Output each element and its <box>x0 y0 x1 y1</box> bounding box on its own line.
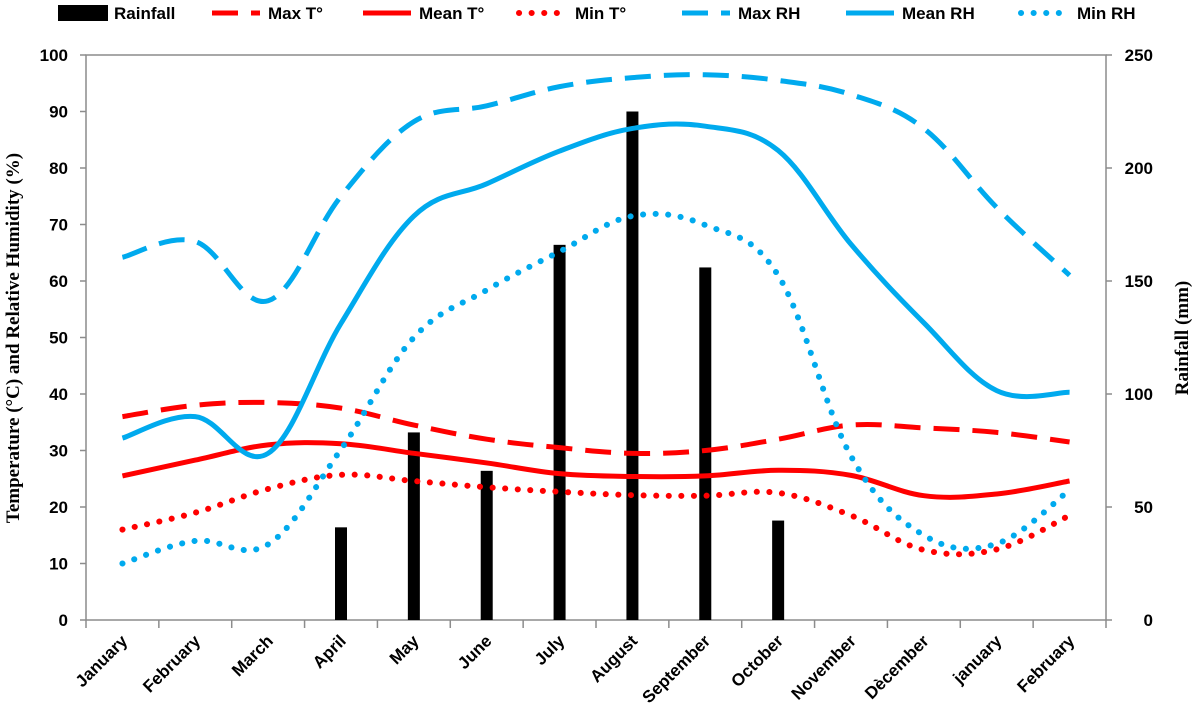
series-line-min-rh <box>119 210 1073 567</box>
x-tick-label: january <box>949 631 1006 688</box>
x-tick-label: January <box>72 631 132 691</box>
y-tick-label-left: 40 <box>49 385 68 404</box>
x-tick-label: November <box>788 631 860 703</box>
legend-label: Max T° <box>268 4 323 23</box>
y-tick-label-left: 90 <box>49 103 68 122</box>
rainfall-bar <box>480 470 493 620</box>
rainfall-bar <box>553 244 566 620</box>
y-tick-label-left: 10 <box>49 555 68 574</box>
legend: Rainfall Max T° Mean T° Min T° Max RH Mean RH… <box>58 4 1136 23</box>
legend-label: Mean RH <box>902 4 975 23</box>
rainfall-bar <box>407 432 420 620</box>
x-tick-label: February <box>1014 631 1079 696</box>
legend-label: Max RH <box>738 4 800 23</box>
x-tick-label: February <box>139 631 204 696</box>
series-line-max-t <box>122 399 1070 456</box>
y-axis-title-left: Temperature (°C) and Relative Humidity (… <box>3 153 24 523</box>
x-tick-label: October <box>727 631 787 691</box>
x-tick-label: Dècember <box>861 631 933 703</box>
legend-swatch-rainfall <box>58 5 108 21</box>
y-tick-label-left: 80 <box>49 159 68 178</box>
rainfall-bar <box>335 527 347 620</box>
y-tick-label-right: 150 <box>1125 272 1153 291</box>
y-tick-label-right: 100 <box>1125 385 1153 404</box>
y-tick-label-left: 50 <box>49 329 68 348</box>
rainfall-bars <box>335 111 785 620</box>
y-axis-right: 0 50 100 150 200 250 <box>1106 46 1153 630</box>
x-tick-label: July <box>531 631 569 669</box>
x-tick-label: June <box>454 631 495 672</box>
rainfall-bar <box>626 111 639 620</box>
y-tick-label-left: 70 <box>49 216 68 235</box>
x-tick-label: April <box>309 631 350 672</box>
y-axis-left: 0 10 20 30 40 50 60 70 80 90 100 <box>40 46 86 630</box>
x-tick-label: March <box>228 631 277 680</box>
y-tick-label-right: 50 <box>1134 498 1153 517</box>
x-tick-label: August <box>586 631 641 686</box>
rainfall-bar <box>772 520 785 620</box>
legend-label: Mean T° <box>419 4 485 23</box>
x-axis: January February March April May June July Augu… <box>72 620 1107 707</box>
x-tick-label: September <box>639 631 715 707</box>
series-line-mean-rh <box>121 121 1070 459</box>
legend-label: Min T° <box>575 4 626 23</box>
legend-label: Rainfall <box>114 4 175 23</box>
y-tick-label-left: 30 <box>49 442 68 461</box>
y-tick-label-left: 0 <box>59 611 68 630</box>
series-line-max-rh <box>121 72 1072 304</box>
y-tick-label-left: 60 <box>49 272 68 291</box>
y-tick-label-left: 20 <box>49 498 68 517</box>
series-lines <box>119 72 1073 567</box>
y-tick-label-right: 0 <box>1144 611 1153 630</box>
rainfall-bar <box>699 267 712 620</box>
series-line-min-t <box>119 471 1073 558</box>
x-tick-label: May <box>386 631 423 668</box>
y-tick-label-right: 250 <box>1125 46 1153 65</box>
y-tick-label-right: 200 <box>1125 159 1153 178</box>
y-tick-label-left: 100 <box>40 46 68 65</box>
legend-label: Min RH <box>1077 4 1136 23</box>
y-axis-title-right: Rainfall (mm) <box>1172 281 1193 396</box>
